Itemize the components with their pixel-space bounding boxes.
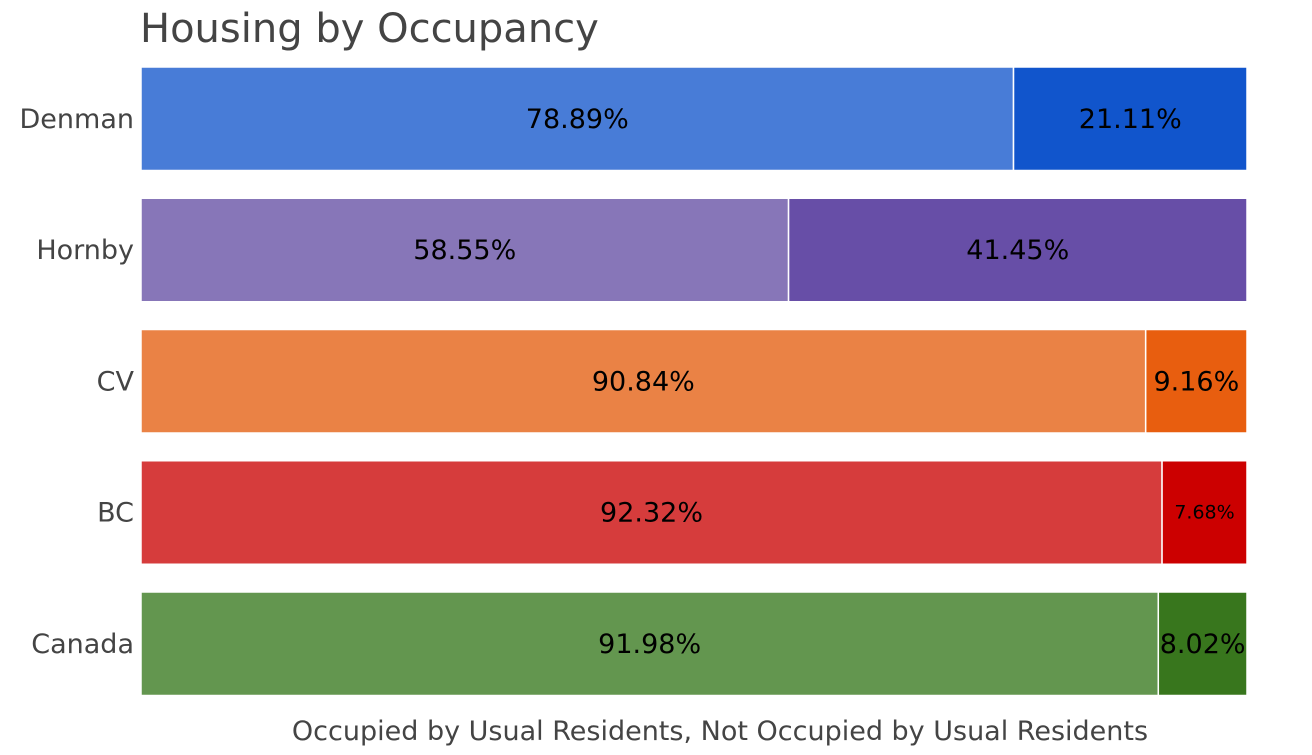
- category-label-canada: Canada: [31, 629, 134, 660]
- bar-canada-not-occupied: [1157, 591, 1248, 697]
- data-label-canada-occupied: 91.98%: [598, 629, 701, 660]
- category-label-bc: BC: [97, 498, 134, 529]
- bar-cv-not-occupied: [1144, 328, 1248, 434]
- data-label-hornby-not-occupied: 41.45%: [966, 235, 1069, 266]
- bars-layer: [140, 66, 1248, 697]
- bar-hornby-not-occupied: [787, 197, 1248, 303]
- data-label-bc-not-occupied: 7.68%: [1174, 502, 1234, 524]
- category-label-denman: Denman: [20, 104, 134, 135]
- data-label-canada-not-occupied: 8.02%: [1160, 629, 1246, 660]
- bar-bc-not-occupied: [1161, 460, 1248, 565]
- data-label-cv-occupied: 90.84%: [592, 366, 695, 397]
- bar-bc-occupied: [140, 460, 1163, 565]
- data-label-bc-occupied: 92.32%: [600, 498, 703, 529]
- category-label-hornby: Hornby: [36, 235, 134, 266]
- data-label-denman-not-occupied: 21.11%: [1079, 104, 1182, 135]
- x-axis-label: Occupied by Usual Residents, Not Occupie…: [292, 716, 1148, 747]
- data-label-hornby-occupied: 58.55%: [413, 235, 516, 266]
- category-labels-layer: Denman Hornby CV BC Canada: [20, 104, 135, 660]
- data-label-cv-not-occupied: 9.16%: [1153, 366, 1239, 397]
- data-labels-layer: 78.89% 21.11% 58.55% 41.45% 90.84% 9.16% 92.32…: [413, 104, 1245, 660]
- bar-denman-not-occupied: [1012, 66, 1248, 172]
- bar-denman-occupied: [140, 66, 1015, 172]
- category-label-cv: CV: [97, 366, 135, 397]
- bar-canada-occupied: [140, 591, 1160, 697]
- chart-title: Housing by Occupancy: [140, 6, 599, 52]
- data-label-denman-occupied: 78.89%: [526, 104, 629, 135]
- bar-cv-occupied: [140, 328, 1147, 434]
- bar-hornby-occupied: [140, 197, 790, 303]
